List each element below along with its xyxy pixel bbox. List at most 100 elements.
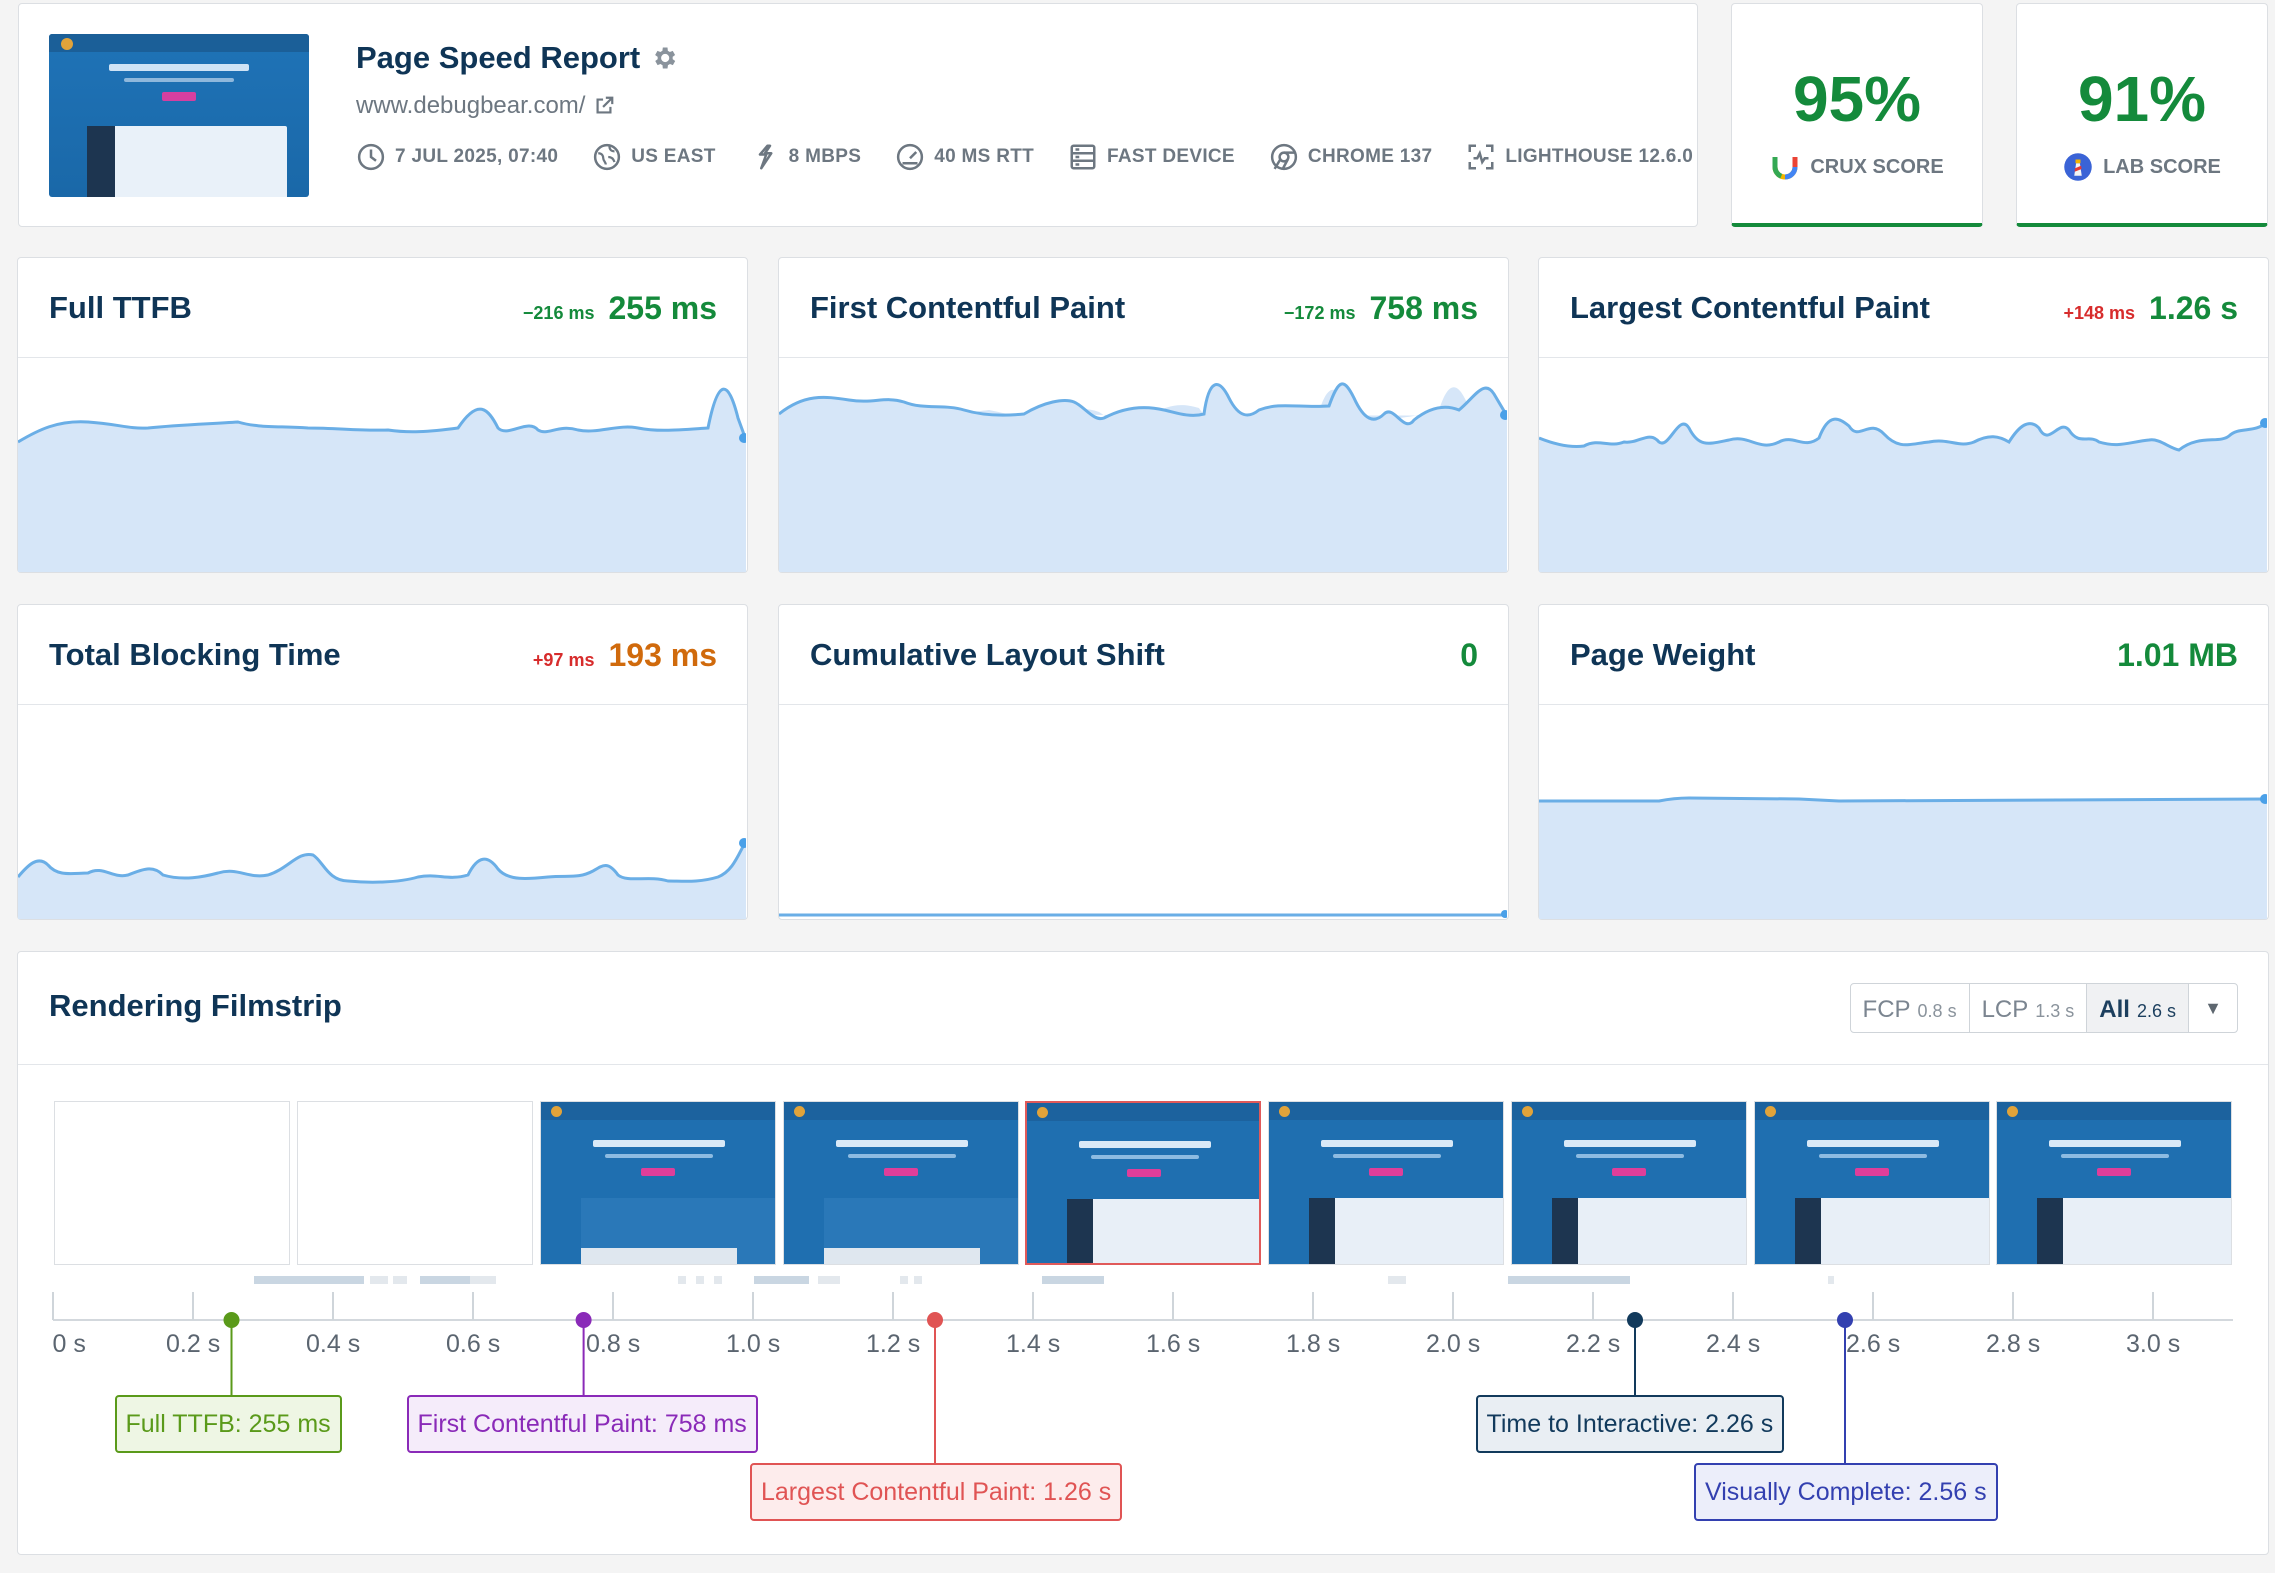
filmstrip-frame[interactable] [783,1101,1019,1265]
bandwidth-icon [758,144,773,170]
fcp-sparkline[interactable] [779,358,1507,572]
meta-device: FAST DEVICE [1068,142,1235,172]
chrome-icon [1270,143,1298,171]
metric-card-tbt[interactable]: Total Blocking Time +97 ms 193 ms [17,604,748,920]
metric-title: Full TTFB [49,290,192,325]
meta-location: US EAST [592,142,715,172]
timeline-marker-label[interactable]: Largest Contentful Paint: 1.26 s [750,1463,1123,1521]
metric-card-lcp[interactable]: Largest Contentful Paint +148 ms 1.26 s [1538,257,2269,573]
tab-fcp-label: FCP [1862,996,1911,1023]
metric-header: Total Blocking Time +97 ms 193 ms [18,605,747,705]
filmstrip-frame-lcp[interactable] [1025,1101,1261,1265]
cls-sparkline[interactable] [779,705,1507,919]
filmstrip-frame[interactable] [297,1101,533,1265]
tab-fcp-value: 0.8 s [1917,1001,1957,1021]
meta-location-label: US EAST [631,146,716,167]
metric-value: 758 ms [1369,290,1478,326]
tab-all-label: All [2099,996,2130,1023]
meta-lighthouse: LIGHTHOUSE 12.6.0 [1466,142,1693,172]
metric-card-fcp[interactable]: First Contentful Paint −172 ms 758 ms [778,257,1509,573]
metric-value: 1.26 s [2149,290,2238,326]
meta-bandwidth: 8 MBPS [750,142,862,172]
gauge-icon [897,143,924,171]
lighthouse-icon [1468,144,1494,170]
lab-score-card[interactable]: 91% LAB SCORE [2016,3,2268,227]
tab-fcp[interactable]: FCP 0.8 s [1851,984,1970,1032]
meta-rtt-label: 40 MS RTT [934,146,1035,167]
meta-browser-label: CHROME 137 [1307,146,1433,167]
crux-score-value: 95% [1792,63,1922,135]
gear-icon[interactable] [650,44,678,72]
meta-browser: CHROME 137 [1269,142,1432,172]
timeline-tick-label: 2.4 s [1706,1330,1761,1358]
ttfb-sparkline[interactable] [18,358,746,572]
metric-title: First Contentful Paint [810,290,1126,325]
filmstrip-frame[interactable] [1996,1101,2232,1265]
filmstrip-frame[interactable] [1268,1101,1504,1265]
timeline-marker-label[interactable]: First Contentful Paint: 758 ms [406,1395,758,1453]
metric-header: First Contentful Paint −172 ms 758 ms [779,258,1508,358]
metric-delta: −216 ms [522,303,595,323]
timeline-tick-label: 2.6 s [1846,1330,1901,1358]
lcp-sparkline[interactable] [1539,358,2267,572]
timeline-tick-label: 3.0 s [2126,1330,2181,1358]
filmstrip-title: Rendering Filmstrip [49,988,342,1023]
report-header-card: Page Speed Report www.debugbear.com/ 7 J… [18,3,1698,227]
tab-all[interactable]: All 2.6 s [2087,984,2189,1032]
tab-lcp[interactable]: LCP 1.3 s [1970,984,2088,1032]
metric-header: Largest Contentful Paint +148 ms 1.26 s [1539,258,2268,358]
thumbnail-headline [109,64,249,71]
page-thumbnail[interactable] [49,34,309,197]
tab-all-value: 2.6 s [2136,1001,2176,1021]
device-icon [1070,144,1096,170]
tab-lcp-label: LCP [1981,996,2029,1023]
metric-value: 0 [1460,637,1478,673]
page-title: Page Speed Report [356,40,678,76]
metric-title: Cumulative Layout Shift [810,637,1165,672]
timeline-tick-label: 0 s [52,1330,86,1358]
crux-score-text: CRUX SCORE [1810,155,1944,178]
metric-values: 0 [1446,637,1478,674]
page-url[interactable]: www.debugbear.com/ [356,92,586,119]
timeline-marker-label[interactable]: Full TTFB: 255 ms [114,1395,342,1453]
timeline-marker-label[interactable]: Time to Interactive: 2.26 s [1475,1395,1785,1453]
metric-delta: +97 ms [532,650,595,670]
crux-score-card[interactable]: 95% CRUX SCORE [1731,3,1983,227]
page-url-link[interactable]: www.debugbear.com/ [356,92,615,120]
meta-date-label: 7 JUL 2025, 07:40 [395,146,559,167]
filmstrip-frame[interactable] [1511,1101,1747,1265]
filmstrip-frame[interactable] [54,1101,290,1265]
metric-values: 1.01 MB [2103,637,2238,674]
tab-lcp-value: 1.3 s [2035,1001,2075,1021]
metric-card-cls[interactable]: Cumulative Layout Shift 0 [778,604,1509,920]
external-link-icon[interactable] [593,95,615,117]
timeline-tick-label: 0.4 s [306,1330,361,1358]
metric-values: −216 ms 255 ms [523,290,717,327]
metric-value: 255 ms [608,290,717,326]
metric-header: Cumulative Layout Shift 0 [779,605,1508,705]
timeline-tick-label: 0.8 s [586,1330,641,1358]
metric-values: −172 ms 758 ms [1284,290,1478,327]
chevron-down-icon[interactable]: ▼ [2204,997,2222,1018]
metric-card-page-weight[interactable]: Page Weight 1.01 MB [1538,604,2269,920]
filmstrip-frame[interactable] [1754,1101,1990,1265]
thumbnail-cta [162,92,196,101]
thumbnail-subline [124,78,234,82]
globe-icon [594,143,621,171]
metric-header: Full TTFB −216 ms 255 ms [18,258,747,358]
meta-lighthouse-label: LIGHTHOUSE 12.6.0 [1505,146,1694,167]
tbt-sparkline[interactable] [18,705,746,919]
lab-score-value: 91% [2077,63,2207,135]
filmstrip-frame[interactable] [540,1101,776,1265]
timeline-tick-label: 2.2 s [1566,1330,1621,1358]
meta-device-label: FAST DEVICE [1107,146,1235,167]
test-settings-row: 7 JUL 2025, 07:40 US EAST 8 MBPS 40 MS R… [356,142,1727,172]
lab-score-label: LAB SCORE [2017,152,2267,182]
timeline-tick-label: 0.6 s [446,1330,501,1358]
timeline-tick-label: 2.8 s [1986,1330,2041,1358]
page-weight-sparkline[interactable] [1539,705,2267,919]
metric-card-ttfb[interactable]: Full TTFB −216 ms 255 ms [17,257,748,573]
timeline-tick-label: 1.2 s [866,1330,921,1358]
timeline-marker-label[interactable]: Visually Complete: 2.56 s [1694,1463,1998,1521]
timeline-tick-label: 1.0 s [726,1330,781,1358]
